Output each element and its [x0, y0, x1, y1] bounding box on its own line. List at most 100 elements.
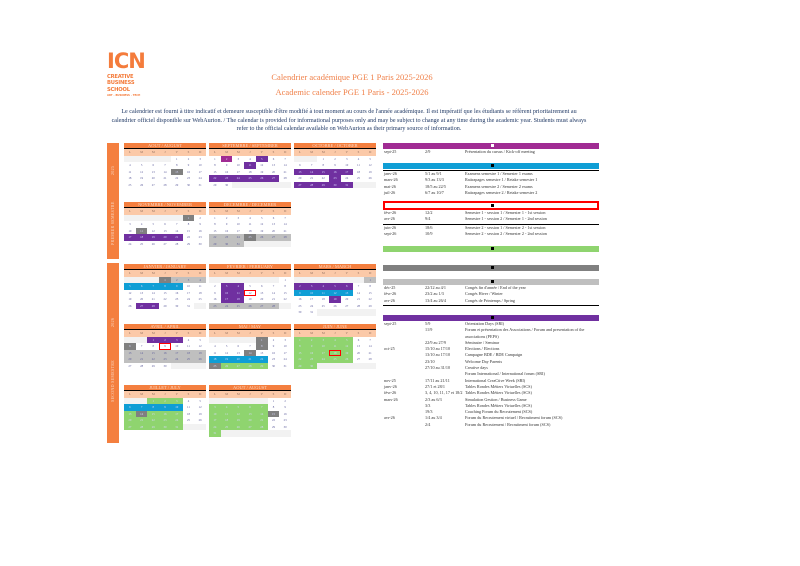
- calendar-day: 25: [198, 297, 202, 301]
- calendar-day: 29: [271, 424, 275, 429]
- row-description: Rattrapages semestre 2 / Retake semester…: [465, 189, 538, 195]
- calendar-day: 28: [135, 423, 148, 430]
- calendar-day: 6: [272, 156, 275, 161]
- calendar-day: 24: [128, 241, 132, 246]
- row-description: Examens semestre 2 / Semester 2 exams: [465, 183, 533, 189]
- calendar-day: 25: [220, 423, 233, 430]
- calendar-day: 28: [255, 423, 268, 430]
- week-row: 6 7 8 9 10 11 12: [124, 343, 206, 350]
- calendar-day: 3: [345, 156, 348, 161]
- calendar-day: 20: [124, 356, 136, 363]
- calendar-day: [232, 430, 245, 437]
- calendar-day: 24: [345, 176, 349, 180]
- calendar-day: 4: [317, 283, 330, 290]
- calendar-day: 9: [334, 163, 336, 167]
- row-description: Campagne BDE / BDE Campaign: [465, 352, 523, 358]
- calendar-day: 22: [147, 356, 160, 363]
- calendar-day: [340, 362, 353, 369]
- row-description: Examens semestre 1 / Semester 1 exams: [465, 171, 533, 176]
- calendar-day: [305, 276, 318, 283]
- calendar-day: 15: [294, 349, 306, 356]
- calendar-day: 24: [317, 356, 330, 363]
- weekday-label: S: [272, 331, 275, 335]
- calendar-day: 3: [237, 215, 240, 220]
- calendar-day: 4: [214, 344, 216, 348]
- calendar-day: [124, 336, 136, 343]
- calendar-day: 16: [305, 349, 318, 356]
- calendar-day: 14: [255, 410, 268, 417]
- calendar-day: 19: [194, 349, 207, 356]
- calendar-day: [244, 276, 256, 283]
- calendar-day: 5: [199, 398, 201, 403]
- calendar-day: 15: [317, 168, 330, 175]
- calendar-day: [135, 336, 148, 343]
- event-row: sept-25 2/9 Présentation du cursus / Kick-…: [383, 149, 599, 155]
- legend-section-kickoff: sept-25 2/9 Présentation du cursus / Kick-…: [383, 143, 599, 155]
- calendar-day: 11: [317, 289, 330, 296]
- calendar-day: [267, 240, 280, 247]
- calendar-day: 18: [182, 349, 195, 356]
- event-row: 13/10 au 17/10 Campagne BDE / BDE Campaig…: [383, 352, 599, 358]
- calendar-day: 15: [147, 410, 160, 417]
- calendar-day: 7: [249, 344, 251, 348]
- calendar-day: 13: [340, 289, 353, 296]
- calendar-day: 20: [356, 350, 360, 355]
- calendar-day: 22: [368, 297, 372, 301]
- weekday-label: V: [260, 150, 263, 154]
- calendar-day: 14: [244, 349, 256, 356]
- calendar-day: 11: [329, 343, 341, 350]
- divider: [383, 304, 599, 306]
- calendar-day: 8: [175, 163, 178, 167]
- calendar-day: [255, 181, 268, 188]
- calendar-day: 2: [199, 215, 201, 220]
- calendar-day: [182, 362, 195, 369]
- week-row: 29 30: [209, 181, 292, 188]
- week-row: 1 2 3 4 5: [294, 155, 376, 162]
- week-row: 18 19 20 21 22 23 24: [124, 175, 206, 182]
- week-row: 1 2 3 4 5 6 7: [209, 215, 291, 222]
- calendar-day: 30: [186, 182, 190, 187]
- calendar-day: 24: [209, 423, 221, 430]
- row-month: oct-25: [384, 346, 395, 352]
- row-dates: 5/1 au 9/1: [425, 171, 442, 176]
- weekday-label: M: [321, 271, 325, 275]
- calendar-day: 8: [159, 283, 171, 290]
- weekday-label: J: [164, 331, 166, 335]
- calendar-day: 2: [334, 156, 336, 161]
- row-month: mars-26: [384, 396, 398, 402]
- calendar-day: 8: [322, 163, 325, 167]
- calendar-day: 26: [194, 356, 207, 363]
- weekday-label: L: [128, 271, 131, 275]
- weekday-label: S: [187, 271, 190, 275]
- row-dates: 10/9: [425, 230, 433, 236]
- event-row: 23/10 Welcome Day Parents: [383, 359, 599, 365]
- calendar-day: [232, 181, 245, 188]
- calendar-day: 9: [305, 343, 318, 350]
- event-row: mars-26 2/3 au 6/3 Simulation Gestion / Bu…: [383, 397, 599, 403]
- calendar-day: 24: [310, 303, 314, 308]
- calendar-day: 2: [187, 156, 190, 161]
- calendar-day: 20: [271, 169, 275, 174]
- row-dates: 9/4: [425, 216, 431, 222]
- calendar-day: 27: [163, 241, 167, 246]
- calendar-day: 6: [260, 284, 263, 288]
- event-row: févr-26 3, 4, 10, 11, 17 et 18/2 Tables Ro…: [383, 390, 599, 396]
- weekday-label: J: [164, 392, 166, 396]
- calendar-day: 17: [236, 169, 240, 174]
- calendar-day: [147, 155, 160, 162]
- calendar-day: 2: [220, 155, 233, 162]
- calendar-day: 13: [163, 228, 167, 233]
- row-month: avr-26: [384, 216, 395, 222]
- calendar-day: 10: [175, 344, 179, 348]
- month-calendar: SEPTEMBRE / SEPTEMBER L M M J V S D 1 2 3 4 5 6 7 8 9 10 1…: [209, 143, 292, 188]
- calendar-day: [209, 397, 221, 404]
- weekday-label: M: [151, 392, 155, 396]
- month-header: MARS / MARCH: [294, 264, 376, 270]
- event-row: oct-25 15/10 au 17/10 Elections / Election…: [383, 346, 599, 352]
- calendar-day: 26: [255, 175, 268, 182]
- calendar-day: [317, 276, 330, 283]
- calendar-day: [170, 214, 183, 221]
